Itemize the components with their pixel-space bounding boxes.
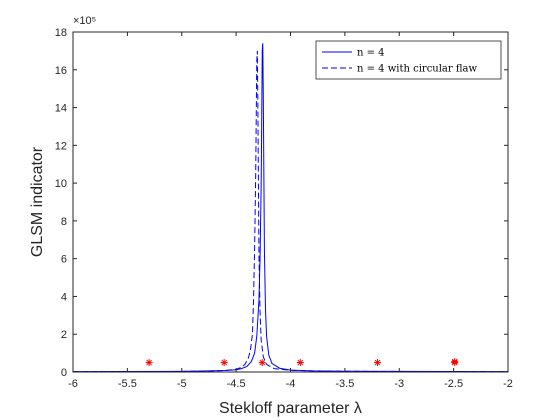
x-tick-label: -4.5 [227, 378, 246, 390]
y-tick-label: 2 [61, 329, 67, 341]
y-tick-label: 0 [61, 367, 67, 379]
x-tick-label: -5 [177, 378, 187, 390]
plot-area [73, 32, 508, 372]
eigenvalue-marker [296, 359, 304, 367]
marker-stroke [374, 359, 381, 366]
marker-stroke [297, 359, 304, 366]
x-tick-label: -2.5 [444, 378, 463, 390]
legend-label-2: n = 4 with circular flaw [357, 64, 477, 75]
x-tick-label: -2 [503, 378, 513, 390]
marker-layer [145, 358, 459, 367]
x-tick-label: -4 [286, 378, 296, 390]
series-line-2 [72, 50, 509, 373]
y-axis-label: GLSM indicator [29, 146, 46, 257]
legend-label-1: n = 4 [357, 48, 385, 59]
eigenvalue-marker [451, 358, 459, 366]
marker-stroke [221, 359, 228, 366]
x-tick-label: -3 [394, 378, 404, 390]
marker-stroke [451, 358, 458, 365]
legend-box [315, 40, 502, 80]
series-layer [72, 43, 509, 373]
marker-stroke [146, 359, 152, 366]
y-tick-label: 14 [55, 103, 67, 115]
eigenvalue-marker [220, 359, 228, 367]
y-tick-label: 10 [55, 178, 67, 190]
eigenvalue-marker [374, 359, 381, 367]
legend: n = 4 n = 4 with circular flaw [315, 40, 502, 80]
y-tick-label: 6 [61, 254, 67, 266]
y-tick-label: 18 [55, 27, 67, 39]
marker-stroke [259, 359, 266, 366]
eigenvalue-marker [145, 359, 153, 367]
x-tick-label: -6 [68, 378, 78, 390]
y-tick-label: 4 [61, 291, 67, 303]
y-tick-label: 12 [55, 140, 67, 152]
x-axis-label: Stekloff parameter λ [219, 400, 362, 417]
series-line-1 [72, 43, 509, 373]
x-tick-label: -3.5 [335, 378, 354, 390]
y-exponent-label: ×10⁵ [73, 15, 96, 27]
y-tick-label: 16 [55, 65, 67, 77]
x-tick-label: -5.5 [118, 378, 137, 390]
ticks-layer: -6 -5.5 -5 -4.5 -4 -3.5 -3 -2.5 -2 0 2 4 6 8 10 12 14 16 1… [55, 27, 513, 390]
eigenvalue-marker [258, 359, 266, 367]
y-tick-label: 8 [61, 216, 67, 228]
